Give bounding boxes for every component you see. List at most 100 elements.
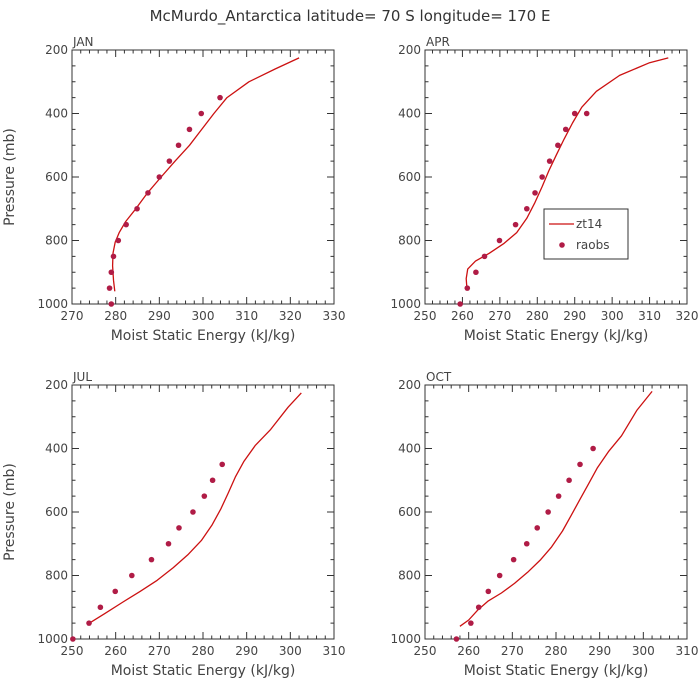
- panel-jul-raobs-point: [86, 620, 92, 626]
- panel-oct-ytick-label: 600: [398, 505, 421, 519]
- panel-jan-raobs-point: [108, 269, 115, 276]
- legend-obs-label: raobs: [576, 238, 610, 252]
- panel-apr-series-zt14-line: [465, 57, 669, 289]
- panel-jan-raobs-point: [106, 285, 113, 291]
- panel-oct-raobs-point: [510, 556, 517, 563]
- panel-jul-ytick-label: 800: [45, 569, 68, 583]
- panel-jan-series-zt14-line: [111, 57, 300, 292]
- legend-box: [543, 208, 629, 260]
- panel-apr-xlabel: Moist Static Energy (kJ/kg): [464, 328, 649, 344]
- panel-apr-raobs-point: [546, 158, 553, 164]
- panel-jul-ytick-label: 400: [45, 442, 68, 456]
- panel-jan-ytick-label: 800: [45, 234, 68, 248]
- panel-apr-ytick-label: 600: [398, 170, 421, 184]
- panel-apr-xtick-label: 270: [488, 309, 511, 323]
- panel-jul-raobs-point: [112, 588, 119, 595]
- panel-apr-frame: [424, 49, 688, 305]
- panel-jul-raobs-point: [190, 509, 196, 515]
- panel-oct-ytick-label: 200: [398, 378, 421, 392]
- panel-jul-raobs-point: [209, 477, 216, 484]
- panel-jan-ylabel: Pressure (mb): [2, 128, 18, 226]
- panel-jan-label: JAN: [72, 35, 94, 49]
- panel-apr-xtick-label: 250: [414, 309, 437, 323]
- panel-apr-xtick-label: 260: [451, 309, 474, 323]
- panel-apr: APR 250 260 270 280 290 300 310 320 200 400 600 800 1…: [390, 35, 698, 344]
- panel-oct-frame: [424, 384, 688, 640]
- panel-jan-raobs-point: [166, 158, 173, 164]
- panel-jul-xtick-label: 300: [279, 644, 302, 658]
- panel-jan-xtick-label: 300: [192, 309, 215, 323]
- panel-apr-raobs-point: [555, 142, 561, 149]
- panel-apr-xtick-label: 320: [676, 309, 699, 323]
- panel-jul-raobs-point: [201, 493, 208, 499]
- panel-jul-ytick-label: 200: [45, 378, 68, 392]
- panel-oct-raobs-point: [555, 493, 562, 499]
- panel-jan-frame: [71, 49, 335, 305]
- panel-jan-xtick-label: 280: [104, 309, 127, 323]
- panel-apr-xtick-label: 310: [638, 309, 661, 323]
- panel-jul-series-zt14-line: [89, 392, 302, 624]
- panel-oct-xtick-label: 290: [588, 644, 611, 658]
- panel-oct: OCT 250 260 270 280 290 300 310 200 400 600 800 1000…: [390, 370, 698, 679]
- panel-jul-raobs-point: [129, 572, 135, 579]
- panel-oct-raobs-point: [566, 477, 572, 484]
- panel-apr-ytick-label: 200: [398, 43, 421, 57]
- panel-jan-ytick-label: 400: [45, 107, 68, 121]
- panel-apr-xtick-label: 290: [563, 309, 586, 323]
- panel-jan: JAN 270 280 290 300 310 320 330 200 400 600 800 1000…: [2, 35, 345, 344]
- panel-jan-raobs-point: [108, 301, 115, 307]
- panel-oct-ytick-label: 400: [398, 442, 421, 456]
- panel-apr-ytick-label: 400: [398, 107, 421, 121]
- panel-jan-ytick-label: 600: [45, 170, 68, 184]
- panel-jan-raobs-point: [198, 110, 205, 117]
- panel-jan-raobs-point: [134, 205, 140, 212]
- panels: JAN 270 280 290 300 310 320 330 200 400 600 800 1000…: [2, 35, 698, 679]
- panel-apr-raobs-point: [583, 110, 590, 117]
- panel-oct-label: OCT: [426, 370, 452, 384]
- panel-jan-xtick-label: 290: [148, 309, 171, 323]
- legend-point-swatch: [559, 242, 565, 248]
- panel-jan-xtick-label: 310: [235, 309, 258, 323]
- panel-jul-xtick-label: 280: [192, 644, 215, 658]
- panel-jul-raobs-point: [97, 604, 104, 611]
- panel-oct-xlabel: Moist Static Energy (kJ/kg): [464, 663, 649, 679]
- panel-jan-ytick-label: 200: [45, 43, 68, 57]
- panel-oct-xtick-label: 250: [414, 644, 437, 658]
- panel-oct-raobs-point: [590, 445, 596, 452]
- panel-apr-xtick-label: 300: [601, 309, 624, 323]
- panel-oct-ytick-label: 800: [398, 569, 421, 583]
- panel-oct-raobs-point: [468, 620, 474, 626]
- panel-apr-raobs-point: [457, 301, 463, 307]
- panel-jul: JUL 250 260 270 280 290 300 310 200 400 600 800 1000…: [2, 370, 345, 679]
- panel-apr-raobs-point: [524, 205, 530, 212]
- panel-apr-raobs-point: [571, 110, 578, 117]
- panel-oct-raobs-point: [475, 604, 482, 611]
- panel-jan-raobs-point: [217, 94, 223, 101]
- panel-jul-raobs-point: [165, 540, 172, 547]
- panel-jul-raobs-point: [70, 636, 76, 642]
- panel-oct-ytick-label: 1000: [390, 632, 421, 646]
- panel-apr-raobs-point: [532, 190, 538, 196]
- panel-jul-ytick-label: 600: [45, 505, 68, 519]
- panel-oct-xtick-label: 260: [457, 644, 480, 658]
- panel-jul-raobs-point: [148, 556, 155, 563]
- panel-apr-raobs-point: [473, 269, 479, 276]
- panel-oct-raobs-point: [534, 525, 541, 531]
- panel-oct-raobs-point: [523, 540, 530, 547]
- panel-jan-raobs-point: [175, 142, 182, 149]
- panel-oct-raobs-point: [577, 461, 583, 468]
- panel-jan-raobs-point: [145, 190, 151, 196]
- panel-oct-xtick-label: 310: [676, 644, 699, 658]
- panel-jul-raobs-point: [219, 461, 226, 468]
- panel-jan-ytick-label: 1000: [37, 297, 68, 311]
- panel-oct-series-zt14-line: [459, 390, 653, 627]
- panel-jul-ylabel: Pressure (mb): [2, 463, 18, 561]
- panel-jan-raobs-point: [186, 126, 193, 133]
- panel-apr-raobs-point: [481, 253, 488, 260]
- panel-jul-label: JUL: [72, 370, 92, 384]
- panel-jan-xlabel: Moist Static Energy (kJ/kg): [111, 328, 296, 344]
- panel-jul-xtick-label: 260: [104, 644, 127, 658]
- panel-oct-raobs-point: [453, 636, 460, 642]
- panel-apr-raobs-point: [539, 174, 545, 180]
